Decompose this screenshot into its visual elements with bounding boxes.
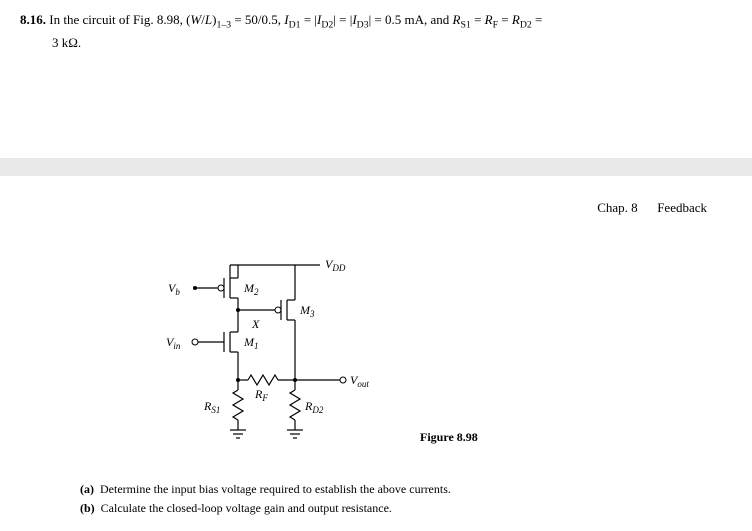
x-label: X bbox=[251, 317, 260, 331]
problem-text-line1: In the circuit of Fig. 8.98, (W/L)1–3 = … bbox=[49, 12, 542, 27]
circuit-svg: VDD Vb M2 X M3 bbox=[160, 250, 440, 460]
circuit-diagram: VDD Vb M2 X M3 bbox=[160, 250, 440, 460]
problem-text-line2: 3 kΩ. bbox=[52, 35, 81, 50]
rf-label: RF bbox=[254, 387, 268, 403]
sub-questions: (a) Determine the input bias voltage req… bbox=[80, 480, 451, 518]
m1-label: M1 bbox=[243, 335, 259, 351]
question-a-label: (a) bbox=[80, 482, 94, 496]
rd2-label: RD2 bbox=[304, 399, 324, 415]
m3-label: M3 bbox=[299, 303, 315, 319]
question-b-label: (b) bbox=[80, 501, 95, 515]
vout-label: Vout bbox=[350, 373, 369, 389]
problem-number: 8.16. bbox=[20, 12, 46, 27]
vin-label: Vin bbox=[166, 335, 181, 351]
question-b-text: Calculate the closed-loop voltage gain a… bbox=[101, 501, 392, 515]
m2-label: M2 bbox=[243, 281, 259, 297]
vb-label: Vb bbox=[168, 281, 180, 297]
chapter-header: Chap. 8 Feedback bbox=[597, 200, 707, 216]
problem-statement: 8.16. In the circuit of Fig. 8.98, (W/L)… bbox=[0, 0, 752, 58]
chapter-number: Chap. 8 bbox=[597, 200, 637, 215]
rs1-label: RS1 bbox=[203, 399, 220, 415]
chapter-title: Feedback bbox=[657, 200, 707, 215]
question-b: (b) Calculate the closed-loop voltage ga… bbox=[80, 499, 451, 518]
figure-caption: Figure 8.98 bbox=[420, 430, 478, 445]
section-divider bbox=[0, 158, 752, 176]
question-a: (a) Determine the input bias voltage req… bbox=[80, 480, 451, 499]
question-a-text: Determine the input bias voltage require… bbox=[100, 482, 451, 496]
vdd-label: VDD bbox=[325, 257, 346, 273]
